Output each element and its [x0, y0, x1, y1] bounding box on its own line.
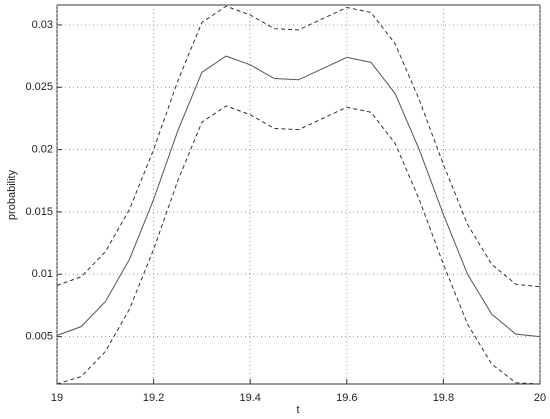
y-axis-label: probability [6, 169, 18, 220]
y-tick-label: 0.015 [25, 206, 53, 218]
y-tick-label: 0.03 [32, 19, 53, 31]
y-tick-label: 0.02 [32, 144, 53, 156]
x-tick-label: 19.2 [143, 392, 164, 404]
x-tick-label: 19.8 [433, 392, 454, 404]
plot-frame [56, 4, 541, 385]
series-line [56, 55, 541, 338]
y-tick-label: 0.01 [32, 268, 53, 280]
series-line [56, 5, 541, 288]
x-tick-label: 20 [534, 392, 546, 404]
x-tick-label: 19.6 [336, 392, 357, 404]
x-tick-label: 19 [51, 392, 63, 404]
y-tick-label: 0.025 [25, 81, 53, 93]
series-line [56, 105, 541, 385]
y-tick-label: 0.005 [25, 331, 53, 343]
x-tick-label: 19.4 [239, 392, 260, 404]
x-axis-label: t [296, 404, 299, 416]
